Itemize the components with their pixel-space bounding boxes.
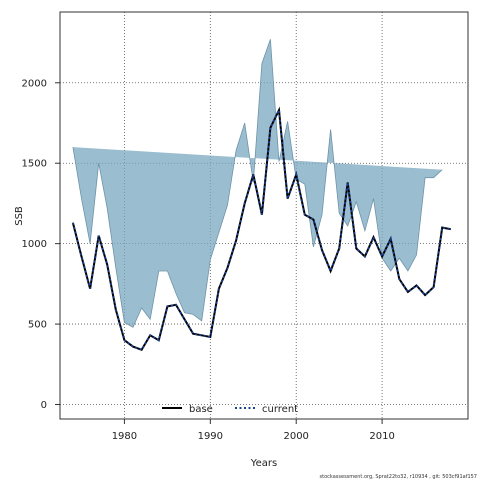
plot-frame <box>59 11 469 420</box>
y-axis: 0 500 1000 1500 2000 <box>22 78 60 411</box>
y-tick-label-500: 500 <box>28 320 47 331</box>
x-axis-title: Years <box>250 458 277 469</box>
y-tick-label-0: 0 <box>41 400 47 411</box>
x-axis: 1980 1990 2000 2010 <box>112 419 395 442</box>
x-tick-label-1990: 1990 <box>198 431 223 442</box>
legend: base current <box>162 404 298 415</box>
legend-current-label: current <box>262 404 298 415</box>
series-current-line <box>71 106 451 352</box>
confidence-band-layer <box>72 39 443 328</box>
y-tick-label-1500: 1500 <box>22 159 47 170</box>
y-tick-label-2000: 2000 <box>22 78 47 89</box>
x-tick-label-2000: 2000 <box>283 431 308 442</box>
x-tick-label-1980: 1980 <box>112 431 137 442</box>
footer-credit: stockassessment.org, Sprat22to32, r10934… <box>320 474 477 480</box>
legend-base-label: base <box>189 404 213 415</box>
y-axis-title: SSB <box>14 206 25 226</box>
confidence-band <box>72 39 443 328</box>
x-tick-label-2010: 2010 <box>369 431 394 442</box>
series-lines <box>71 106 451 352</box>
y-tick-label-1000: 1000 <box>22 239 47 250</box>
